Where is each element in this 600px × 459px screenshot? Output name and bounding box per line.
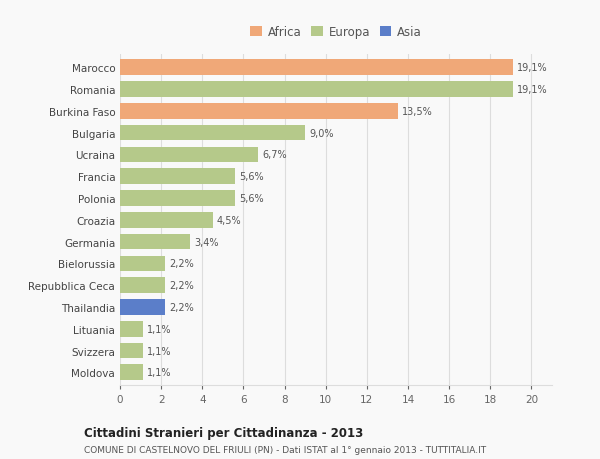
Bar <box>120 60 513 76</box>
Text: 1,1%: 1,1% <box>147 346 171 356</box>
Text: 5,6%: 5,6% <box>239 172 264 182</box>
Bar <box>120 169 235 185</box>
Bar <box>120 256 165 272</box>
Bar <box>120 213 212 228</box>
Text: COMUNE DI CASTELNOVO DEL FRIULI (PN) - Dati ISTAT al 1° gennaio 2013 - TUTTITALI: COMUNE DI CASTELNOVO DEL FRIULI (PN) - D… <box>84 445 486 454</box>
Legend: Africa, Europa, Asia: Africa, Europa, Asia <box>245 21 427 44</box>
Text: 1,1%: 1,1% <box>147 324 171 334</box>
Text: 2,2%: 2,2% <box>169 280 194 291</box>
Text: 19,1%: 19,1% <box>517 85 548 95</box>
Bar <box>120 234 190 250</box>
Bar <box>120 147 258 163</box>
Bar <box>120 125 305 141</box>
Bar <box>120 365 143 381</box>
Bar <box>120 343 143 358</box>
Text: 4,5%: 4,5% <box>217 215 241 225</box>
Text: 5,6%: 5,6% <box>239 194 264 204</box>
Text: 2,2%: 2,2% <box>169 302 194 312</box>
Bar <box>120 191 235 207</box>
Text: 2,2%: 2,2% <box>169 259 194 269</box>
Text: 19,1%: 19,1% <box>517 63 548 73</box>
Text: 3,4%: 3,4% <box>194 237 218 247</box>
Bar <box>120 321 143 337</box>
Text: 13,5%: 13,5% <box>402 106 433 117</box>
Bar <box>120 278 165 293</box>
Text: 9,0%: 9,0% <box>309 129 334 138</box>
Bar <box>120 104 398 119</box>
Text: 6,7%: 6,7% <box>262 150 287 160</box>
Text: Cittadini Stranieri per Cittadinanza - 2013: Cittadini Stranieri per Cittadinanza - 2… <box>84 426 363 439</box>
Text: 1,1%: 1,1% <box>147 368 171 377</box>
Bar <box>120 299 165 315</box>
Bar <box>120 82 513 98</box>
